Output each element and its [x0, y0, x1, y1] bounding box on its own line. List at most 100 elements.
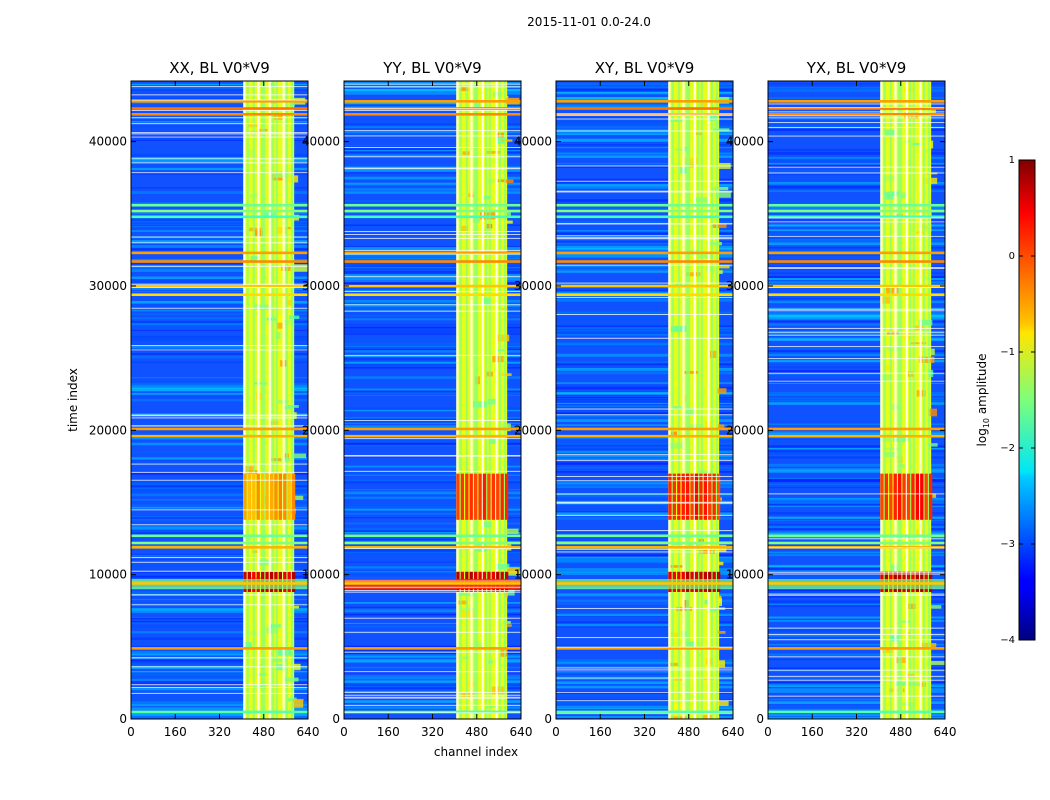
strong-block [469, 473, 473, 520]
strong-block [685, 473, 690, 520]
strong-block [265, 473, 269, 520]
strong-block [465, 473, 469, 520]
noise-stripe [556, 97, 733, 100]
flag-row [344, 109, 521, 111]
noise-stripe [768, 275, 945, 279]
noise-stripe [768, 279, 945, 282]
band-texture [483, 522, 492, 528]
noise-stripe [131, 689, 308, 692]
noise-stripe [344, 649, 521, 652]
rfi-channel-column [693, 81, 696, 719]
noise-stripe [556, 677, 733, 680]
band-texture [282, 175, 299, 183]
noise-stripe [768, 448, 945, 450]
noise-stripe [131, 530, 308, 533]
y-tick-label: 20000 [514, 423, 552, 437]
noise-stripe [344, 267, 521, 270]
noise-stripe [344, 274, 521, 277]
flag-row [768, 639, 945, 641]
noise-stripe [131, 494, 308, 497]
noise-stripe [556, 363, 733, 366]
noise-stripe [556, 419, 733, 422]
noise-stripe [344, 506, 521, 509]
x-tick-label: 640 [297, 725, 320, 739]
flag-row [344, 631, 521, 633]
flag-row [344, 130, 521, 132]
noise-stripe [131, 506, 308, 509]
noise-stripe [131, 687, 308, 690]
rfi-channel-column [677, 81, 680, 719]
noise-stripe [131, 707, 308, 710]
noise-stripe [131, 166, 308, 169]
rfi-channel-column [473, 81, 477, 719]
noise-stripe [344, 169, 521, 173]
flag-row [768, 308, 945, 310]
flag-row [556, 514, 733, 516]
band-texture [884, 194, 894, 200]
strong-block [287, 473, 291, 520]
noise-stripe [131, 558, 308, 561]
band-texture [709, 350, 717, 359]
noise-stripe [131, 159, 308, 163]
noise-stripe [768, 162, 945, 166]
panel-title: YX, BL V0*V9 [806, 59, 907, 77]
rfi-row [768, 293, 945, 297]
flag-row [556, 677, 733, 679]
flag-row [768, 111, 945, 113]
band-texture [273, 657, 286, 662]
noise-stripe [768, 298, 945, 301]
band-texture [699, 254, 714, 259]
band-texture [686, 383, 698, 387]
flag-row [131, 570, 308, 572]
noise-stripe [344, 280, 521, 282]
noise-stripe [344, 482, 521, 485]
rfi-channel-column [912, 81, 915, 719]
heatmap-image [131, 81, 308, 719]
noise-stripe [344, 622, 521, 625]
noise-stripe [131, 554, 308, 556]
noise-stripe [768, 242, 945, 246]
rfi-channel-column [503, 81, 507, 719]
strong-block [902, 473, 906, 520]
band-texture [289, 315, 300, 319]
noise-stripe [556, 458, 733, 460]
noise-stripe [768, 416, 945, 418]
noise-stripe [344, 440, 521, 443]
rfi-row [768, 209, 945, 213]
noise-stripe [768, 469, 945, 473]
noise-stripe [344, 508, 521, 510]
flag-row [344, 249, 521, 251]
flag-row [768, 695, 945, 697]
rfi-row [344, 710, 521, 714]
band-texture [472, 560, 485, 563]
noise-stripe [556, 290, 733, 293]
noise-stripe [344, 700, 521, 703]
noise-stripe [768, 316, 945, 319]
rfi-row [344, 427, 521, 431]
noise-stripe [768, 366, 945, 369]
noise-stripe [131, 480, 308, 483]
noise-stripe [556, 126, 733, 129]
flag-row [556, 501, 733, 503]
noise-stripe [768, 373, 945, 375]
noise-stripe [768, 690, 945, 693]
noise-stripe [344, 382, 521, 384]
y-tick-label: 0 [119, 712, 127, 726]
strong-block [478, 473, 482, 520]
y-tick-label: 30000 [89, 279, 127, 293]
noise-stripe [768, 148, 945, 151]
flag-row [344, 156, 521, 158]
flag-row [556, 480, 733, 482]
noise-stripe [344, 264, 521, 267]
noise-stripe [768, 205, 945, 208]
noise-stripe [131, 353, 308, 355]
band-texture [286, 226, 291, 230]
noise-stripe [344, 358, 521, 361]
x-tick-label: 640 [934, 725, 957, 739]
band-texture [891, 603, 896, 606]
flag-row [556, 454, 733, 456]
noise-stripe [131, 386, 308, 388]
rfi-channel-column [919, 81, 922, 719]
noise-stripe [556, 707, 733, 710]
